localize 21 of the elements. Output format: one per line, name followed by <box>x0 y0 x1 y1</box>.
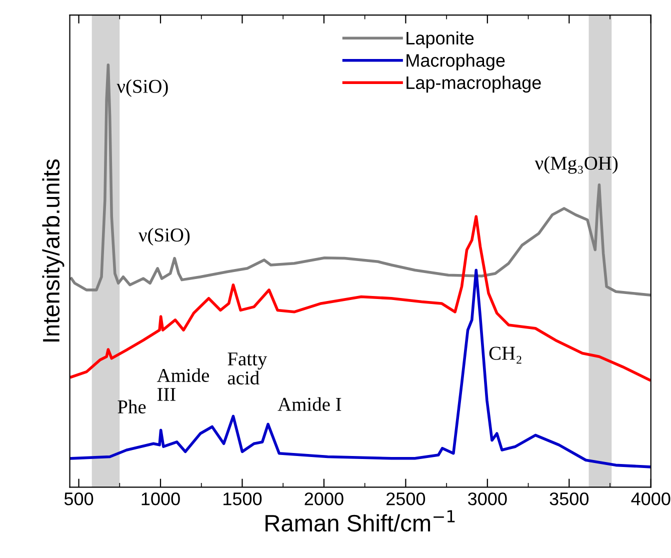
x-tick-label: 1500 <box>224 492 262 506</box>
legend-label: Laponite <box>406 31 474 48</box>
x-tick-label: 2500 <box>386 492 426 506</box>
annotation: ν(SiO) <box>116 79 168 97</box>
x-axis-title: Raman Shift/cm$^{−1}$ <box>266 510 455 532</box>
legend-label: Lap-macrophage <box>406 76 541 93</box>
annotation: ν(SiO) <box>138 228 190 246</box>
x-tick-label: 2000 <box>304 492 344 506</box>
annotation: Phe <box>118 400 146 414</box>
x-tick-label: 500 <box>64 492 94 506</box>
annotation: Amide III <box>156 368 209 401</box>
annotation: Fatty acid <box>228 352 268 385</box>
x-tick-label: 1000 <box>142 492 180 506</box>
x-tick-label: 4000 <box>631 492 670 506</box>
x-tick-label: 3500 <box>550 492 589 506</box>
x-tick-label: 3000 <box>468 492 507 506</box>
annotation: ν(Mg₃OH) <box>534 156 618 174</box>
legend-label: Macrophage <box>406 54 505 70</box>
annotation: Amide I <box>278 397 342 411</box>
annotation: CH₂ <box>489 346 522 364</box>
y-axis-title: Intensity/arb.units <box>42 159 64 342</box>
